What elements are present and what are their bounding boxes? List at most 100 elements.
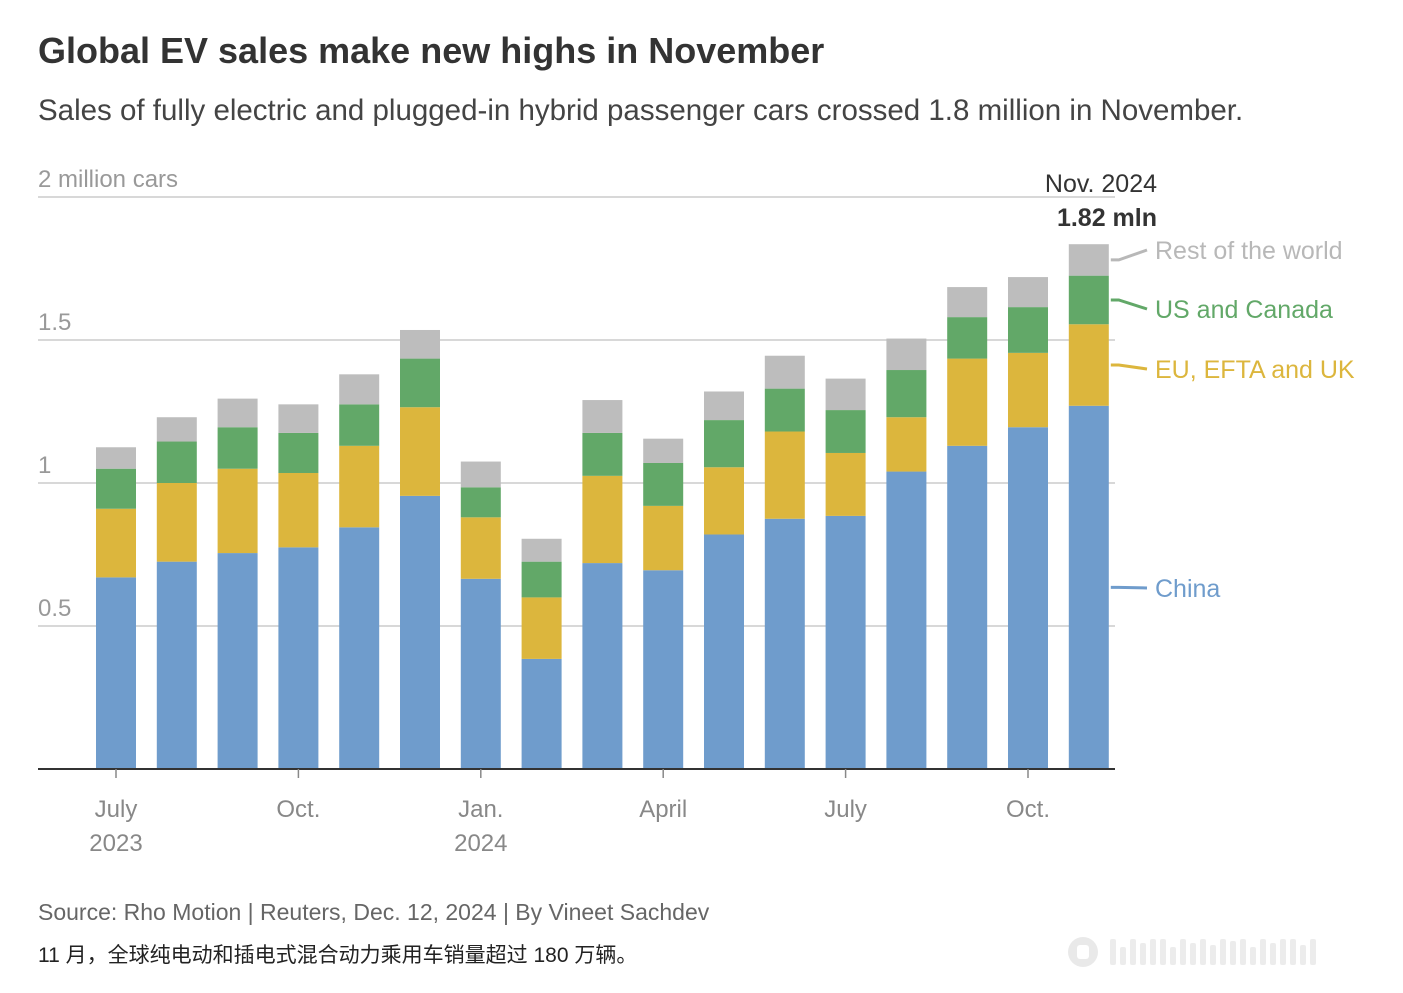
- bar-segment-us: [886, 370, 927, 418]
- bar-segment-us: [1008, 307, 1048, 353]
- bar-segment-eu: [460, 517, 501, 579]
- bar-segment-row: [582, 400, 623, 433]
- bar-segment-eu: [582, 475, 623, 564]
- x-tick-label: Oct.: [1006, 796, 1050, 823]
- x-tick-label: July: [95, 796, 138, 823]
- bar-segment-china: [764, 518, 805, 769]
- bar-segment-row: [339, 374, 380, 405]
- bar-segment-china: [825, 515, 866, 769]
- bar-segment-us: [947, 317, 988, 359]
- bar-segment-china: [460, 578, 501, 769]
- y-tick-label: 1: [38, 452, 51, 479]
- bar-segment-row: [521, 538, 562, 562]
- bar-segment-row: [156, 417, 197, 442]
- bar-segment-row: [764, 355, 805, 389]
- bar-segment-eu: [825, 452, 866, 516]
- bar-segment-us: [764, 388, 805, 432]
- bar-segment-eu: [278, 472, 319, 548]
- y-tick-label: 2 million cars: [38, 166, 178, 193]
- bar-segment-row: [460, 461, 501, 488]
- bar-segment-eu: [1008, 352, 1048, 428]
- x-tick-label: 2023: [89, 830, 142, 857]
- bar-segment-eu: [217, 468, 258, 554]
- bar-segment-eu: [521, 597, 562, 659]
- legend-leader-china: [1110, 585, 1148, 590]
- legend: China EU, EFTA and UK US and Canada Rest of…: [1110, 237, 1355, 603]
- bar-segment-row: [1068, 244, 1109, 276]
- x-axis: July 2023 Oct. Jan. 2024 April July Oct.: [38, 768, 1115, 857]
- x-tick-label: April: [639, 796, 687, 823]
- bar-segment-china: [1068, 405, 1109, 769]
- bar-segment-us: [521, 561, 562, 598]
- legend-label-china: China: [1155, 575, 1220, 603]
- x-tick-label: 2024: [454, 830, 507, 857]
- bar-segment-row: [96, 447, 136, 469]
- bar-segment-us: [278, 432, 319, 473]
- bar-segment-us: [582, 432, 623, 476]
- source-note: Source: Rho Motion | Reuters, Dec. 12, 2…: [38, 899, 710, 925]
- bar-segment-china: [278, 547, 319, 769]
- bar-segment-us: [643, 462, 684, 506]
- y-tick-label: 0.5: [38, 595, 71, 622]
- bar-segment-china: [704, 534, 744, 769]
- legend-leader-eu: [1110, 363, 1148, 371]
- bar-segment-eu: [947, 358, 988, 446]
- bar-segment-row: [278, 404, 319, 433]
- bar-segment-us: [825, 410, 866, 453]
- legend-leader-row: [1110, 248, 1148, 262]
- bar-segment-row: [217, 398, 258, 428]
- bar-segment-china: [156, 561, 197, 769]
- gridlines: 2 million cars 1.5 1 0.5: [38, 166, 1115, 627]
- annotation: Nov. 2024 1.82 mln: [1045, 170, 1157, 232]
- bar-segment-china: [582, 563, 623, 769]
- bar-segment-eu: [643, 505, 684, 571]
- chinese-caption: 11 月，全球纯电动和插电式混合动力乘用车销量超过 180 万辆。: [38, 944, 638, 967]
- bar-segment-us: [400, 358, 440, 408]
- bar-segment-eu: [764, 431, 805, 519]
- bar-segment-eu: [96, 508, 136, 578]
- bar-segment-row: [704, 391, 744, 421]
- legend-label-row: Rest of the world: [1155, 237, 1343, 265]
- bar-segment-row: [825, 378, 866, 411]
- bar-segment-eu: [400, 407, 440, 496]
- watermark-logo: [1068, 937, 1316, 967]
- legend-label-us: US and Canada: [1155, 296, 1333, 324]
- bar-segment-row: [1008, 277, 1048, 308]
- watermark-icon: [1068, 937, 1098, 967]
- x-tick-label: Oct.: [276, 796, 320, 823]
- bar-segment-row: [643, 438, 684, 463]
- bar-segment-us: [1068, 275, 1109, 325]
- bar-segment-china: [339, 527, 380, 769]
- bar-segment-eu: [156, 483, 197, 562]
- bar-segment-china: [947, 445, 988, 769]
- x-tick-label: Jan.: [458, 796, 503, 823]
- bar-segment-eu: [886, 417, 927, 472]
- bar-segment-eu: [339, 445, 380, 528]
- x-tick-label: July: [824, 796, 867, 823]
- chart-title: Global EV sales make new highs in Novemb…: [38, 30, 825, 71]
- watermark-text-graphic: [1110, 939, 1316, 965]
- legend-leader-us: [1110, 298, 1148, 311]
- bar-segment-us: [460, 487, 501, 518]
- bar-segment-us: [156, 441, 197, 483]
- y-tick-label: 1.5: [38, 309, 71, 336]
- bar-segment-eu: [704, 467, 744, 535]
- annotation-value: 1.82 mln: [1057, 204, 1157, 232]
- bar-segment-china: [1008, 427, 1048, 769]
- bar-segment-china: [96, 577, 136, 769]
- bar-segment-china: [217, 553, 258, 769]
- bar-segment-china: [643, 570, 684, 769]
- bar-segment-china: [400, 495, 440, 769]
- bar-segment-us: [96, 468, 136, 509]
- bar-segment-china: [886, 471, 927, 769]
- annotation-date: Nov. 2024: [1045, 170, 1157, 198]
- bar-segment-row: [947, 287, 988, 318]
- bar-segment-row: [400, 329, 440, 359]
- bar-segment-eu: [1068, 324, 1109, 406]
- bar-segment-us: [339, 404, 380, 446]
- legend-label-eu: EU, EFTA and UK: [1155, 356, 1355, 384]
- bar-segment-us: [704, 420, 744, 468]
- bars: [96, 244, 1109, 769]
- chart-subtitle: Sales of fully electric and plugged-in h…: [38, 94, 1244, 127]
